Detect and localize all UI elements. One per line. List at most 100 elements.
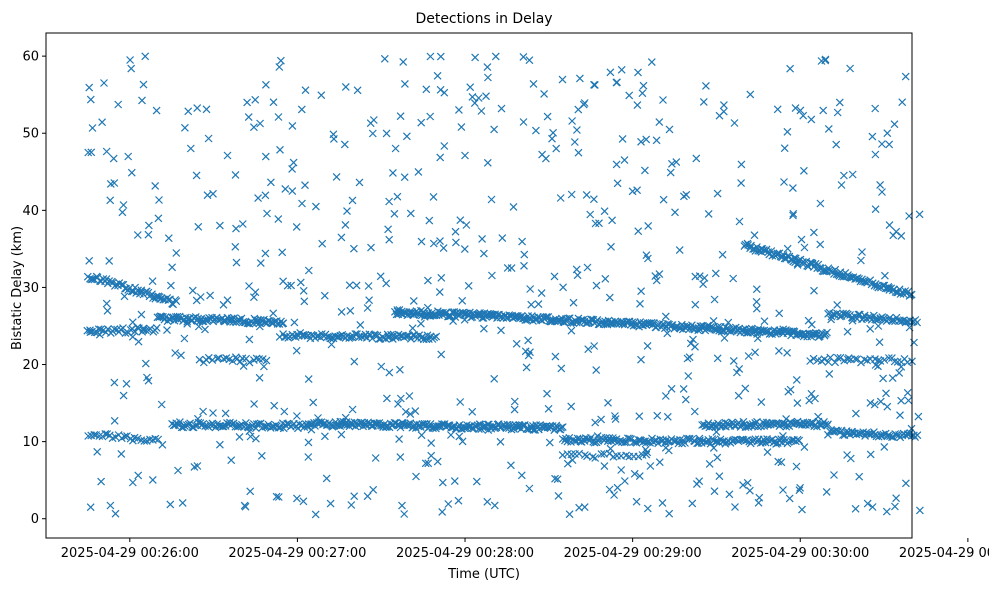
data-point-x-marker	[347, 501, 356, 509]
data-point-x-marker	[166, 500, 175, 509]
data-point-x-marker	[761, 327, 770, 336]
data-point-x-marker	[371, 454, 380, 462]
data-point-x-marker	[628, 187, 637, 196]
data-point-x-marker	[350, 492, 359, 501]
data-point-x-marker	[512, 339, 521, 348]
data-point-x-marker	[340, 140, 349, 149]
data-point-x-marker	[793, 399, 802, 408]
data-point-x-marker	[613, 78, 621, 87]
data-point-x-marker	[259, 422, 268, 431]
data-point-x-marker	[543, 389, 551, 398]
data-point-x-marker	[412, 472, 420, 481]
data-point-x-marker	[855, 472, 864, 481]
data-point-x-marker	[254, 194, 263, 203]
data-point-x-marker	[186, 144, 195, 153]
data-point-x-marker	[341, 413, 350, 422]
data-point-x-marker	[758, 438, 767, 447]
data-point-x-marker	[261, 80, 270, 89]
data-point-x-marker	[634, 68, 642, 77]
data-point-x-marker	[263, 209, 271, 218]
data-point-x-marker	[538, 150, 547, 159]
data-point-x-marker	[798, 505, 806, 514]
data-point-x-marker	[440, 142, 449, 150]
data-point-x-marker	[411, 407, 420, 416]
data-point-x-marker	[568, 117, 577, 125]
data-point-x-marker	[575, 449, 584, 458]
data-point-x-marker	[868, 132, 877, 141]
data-point-x-marker	[288, 187, 297, 196]
data-point-x-marker	[478, 234, 487, 243]
data-point-x-marker	[859, 314, 868, 323]
data-point-x-marker	[591, 219, 600, 228]
data-point-x-marker	[895, 431, 903, 439]
data-point-x-marker	[515, 420, 524, 429]
data-point-x-marker	[367, 243, 375, 252]
data-point-x-marker	[429, 239, 438, 248]
data-point-x-marker	[572, 126, 581, 134]
data-point-x-marker	[84, 432, 93, 440]
data-point-x-marker	[635, 472, 644, 481]
data-point-x-marker	[635, 412, 644, 421]
data-point-x-marker	[846, 273, 855, 282]
data-point-x-marker	[396, 112, 405, 121]
data-point-x-marker	[809, 354, 818, 363]
data-point-x-marker	[805, 396, 814, 405]
data-point-x-marker	[109, 154, 118, 163]
data-point-x-marker	[685, 435, 694, 444]
data-point-x-marker	[864, 429, 873, 438]
data-point-x-marker	[655, 118, 664, 127]
data-point-x-marker	[835, 98, 844, 107]
data-point-x-marker	[206, 291, 215, 300]
data-point-x-marker	[751, 348, 760, 357]
data-point-x-marker	[348, 405, 357, 414]
data-point-x-marker	[204, 134, 213, 143]
data-point-x-marker	[885, 221, 894, 230]
data-point-x-marker	[86, 328, 95, 337]
data-point-x-marker	[507, 264, 516, 273]
data-point-x-marker	[461, 151, 469, 160]
data-point-x-marker	[884, 354, 893, 362]
data-point-x-marker	[876, 314, 885, 323]
data-point-x-marker	[90, 430, 99, 439]
data-point-x-marker	[591, 418, 600, 427]
data-point-x-marker	[396, 394, 405, 403]
data-point-x-marker	[444, 500, 453, 508]
data-point-x-marker	[272, 492, 281, 501]
data-point-x-marker	[568, 456, 577, 465]
data-point-x-marker	[589, 195, 598, 204]
y-axis-label: Bistatic Delay (km)	[10, 226, 25, 350]
data-point-x-marker	[786, 385, 795, 394]
data-point-x-marker	[672, 158, 681, 167]
data-point-x-marker	[729, 274, 738, 283]
data-point-x-marker	[400, 510, 409, 518]
data-point-x-marker	[95, 432, 104, 440]
data-point-x-marker	[565, 433, 574, 442]
data-point-x-marker	[102, 147, 111, 156]
data-point-x-marker	[558, 75, 567, 84]
data-point-x-marker	[93, 447, 102, 456]
data-point-x-marker	[133, 231, 142, 239]
data-point-x-marker	[427, 439, 436, 448]
data-point-x-marker	[746, 90, 755, 99]
data-point-x-marker	[520, 250, 529, 259]
data-point-x-marker	[780, 144, 789, 153]
data-point-x-marker	[292, 494, 301, 503]
data-point-x-marker	[788, 184, 797, 193]
data-point-x-marker	[439, 244, 448, 253]
data-point-x-marker	[391, 144, 400, 153]
data-point-x-marker	[290, 318, 299, 327]
data-point-x-marker	[190, 462, 199, 471]
data-point-x-marker	[274, 113, 283, 121]
data-point-x-marker	[699, 97, 708, 106]
data-point-x-marker	[695, 434, 704, 443]
data-point-x-marker	[653, 411, 662, 420]
data-point-x-marker	[166, 281, 175, 290]
data-point-x-marker	[915, 506, 924, 515]
data-point-x-marker	[866, 324, 875, 333]
data-point-x-marker	[833, 108, 842, 117]
data-point-x-marker	[301, 181, 309, 190]
data-point-x-marker	[369, 485, 378, 494]
data-point-x-marker	[299, 497, 308, 506]
data-point-x-marker	[664, 446, 673, 455]
data-point-x-marker	[417, 118, 426, 127]
